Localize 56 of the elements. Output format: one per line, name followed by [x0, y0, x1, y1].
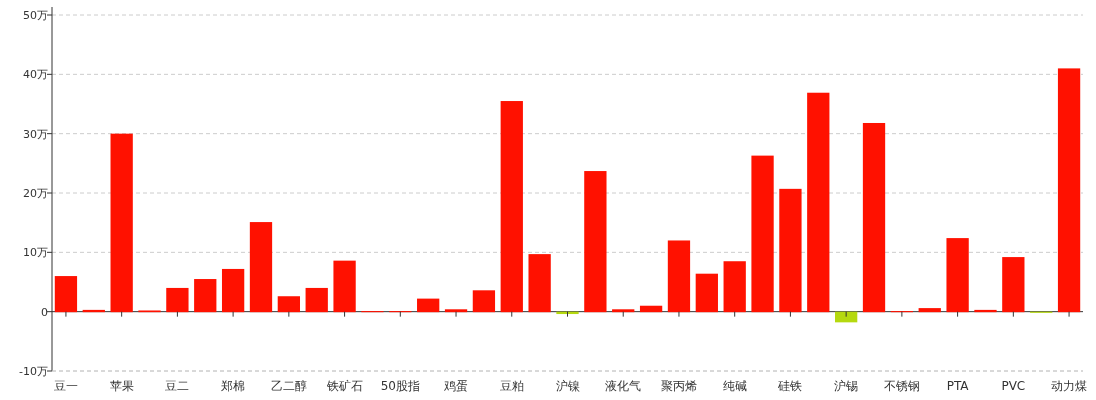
x-tick-label: 聚丙烯 — [660, 379, 697, 393]
bar — [751, 155, 774, 313]
x-tick-label: 硅铁 — [777, 379, 803, 393]
bar — [779, 188, 802, 313]
bar — [110, 133, 133, 313]
bar — [862, 122, 886, 313]
y-tick-label: 10万 — [23, 246, 48, 260]
y-tick-label: 50万 — [23, 9, 48, 22]
bar — [946, 238, 969, 313]
x-tick-label: 液化气 — [605, 379, 642, 393]
x-tick-label: 50股指 — [380, 379, 420, 393]
x-tick-label: 豆一 — [53, 379, 78, 393]
x-tick-label: 豆二 — [165, 379, 190, 393]
x-tick-label: 豆粕 — [499, 379, 524, 393]
x-tick-label: 郑棉 — [221, 379, 246, 393]
x-tick-label: PTA — [946, 379, 970, 393]
bar — [500, 101, 523, 313]
y-tick-label: 40万 — [23, 68, 48, 82]
bar — [695, 273, 718, 313]
bar — [417, 298, 440, 313]
x-tick-label: 苹果 — [109, 379, 134, 393]
bar — [667, 240, 691, 313]
x-tick-label: 不锈钢 — [883, 379, 920, 393]
bar — [584, 171, 607, 313]
bar — [835, 311, 858, 323]
y-tick-label: 30万 — [23, 127, 48, 141]
bar — [166, 287, 189, 313]
y-tick-label: 0 — [41, 305, 48, 319]
bar — [639, 305, 663, 313]
y-tick-label: -10万 — [19, 365, 48, 378]
bar — [221, 268, 245, 313]
bar — [472, 290, 496, 313]
bar — [54, 276, 78, 313]
bar — [333, 260, 356, 313]
x-tick-label: 动力煤 — [1051, 379, 1088, 393]
bar — [528, 254, 551, 313]
bar — [277, 296, 300, 313]
bar — [918, 308, 941, 313]
bar — [194, 279, 217, 313]
bar — [723, 261, 746, 313]
x-tick-label: PVC — [1001, 379, 1026, 393]
x-tick-label: 沪镍 — [555, 379, 580, 393]
bar — [249, 222, 273, 313]
x-tick-label: 鸡蛋 — [443, 379, 469, 393]
x-tick-label: 乙二醇 — [270, 379, 307, 393]
bar — [1002, 257, 1025, 313]
bar — [974, 309, 997, 313]
x-tick-label: 沪锡 — [834, 379, 859, 393]
x-tick-label: 纯碱 — [722, 379, 747, 393]
x-tick-label: 铁矿石 — [325, 379, 363, 393]
bar — [444, 309, 468, 313]
bar — [807, 92, 830, 313]
bar — [305, 287, 328, 313]
bar — [612, 309, 635, 313]
bar — [1057, 68, 1081, 313]
y-tick-label: 20万 — [23, 187, 48, 200]
